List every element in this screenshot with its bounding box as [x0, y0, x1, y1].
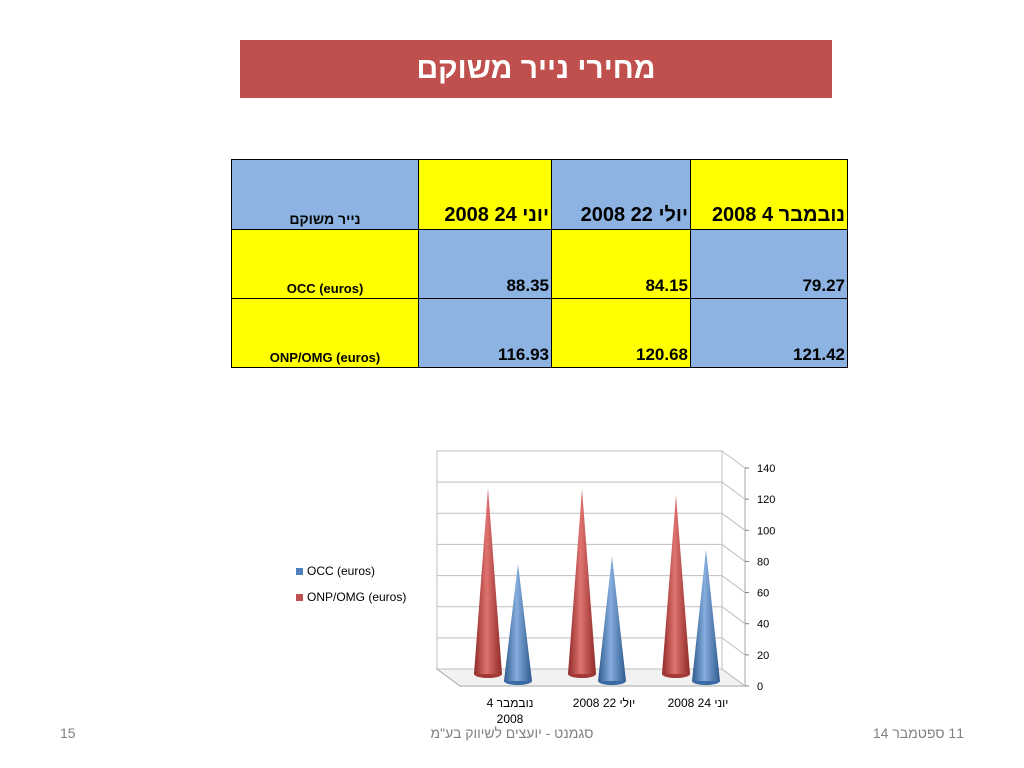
- category-line: נובמבר 4: [487, 696, 534, 710]
- y-tick-label: 40: [757, 619, 769, 631]
- y-axis-ticks: 0 20 40 60 80 100 120 140: [745, 463, 775, 693]
- table-cell: 79.27: [690, 229, 848, 299]
- onp-cone: [568, 489, 596, 674]
- row-label: OCC (euros): [231, 229, 419, 299]
- x-category-label: נובמבר 4 2008: [487, 696, 534, 726]
- onp-cone: [662, 494, 690, 674]
- grid-line: [437, 450, 746, 469]
- table-header-row: נייר משוקם יוני 24 2008 יולי 22 2008 נוב…: [231, 159, 848, 230]
- row-label: ONP/OMG (euros): [231, 298, 419, 368]
- grid-line: [437, 668, 746, 687]
- grid-line: [437, 575, 746, 593]
- occ-cone: [692, 549, 720, 681]
- onp-cone: [474, 487, 502, 674]
- legend-swatch: [296, 568, 303, 575]
- chart-legend: OCC (euros) ONP/OMG (euros): [296, 564, 406, 604]
- grid-line: [437, 606, 746, 625]
- y-tick-label: 0: [757, 681, 763, 693]
- x-axis-categories: נובמבר 4 2008 יולי 22 2008 יוני 24 2008: [487, 696, 729, 726]
- table-row: OCC (euros) 88.35 84.15 79.27: [231, 229, 848, 299]
- y-tick-label: 80: [757, 556, 769, 568]
- grid-line: [437, 512, 746, 531]
- legend-label: OCC (euros): [307, 564, 375, 578]
- occ-cone: [504, 563, 532, 681]
- header-cell: יוני 24 2008: [418, 159, 552, 230]
- legend-label: ONP/OMG (euros): [307, 590, 406, 604]
- footer-company: סגמנט - יועצים לשיווק בע"מ: [430, 725, 594, 741]
- footer-date: 11 ספטמבר 14: [872, 725, 964, 741]
- cone-series: [474, 487, 720, 685]
- table-cell: 116.93: [418, 298, 552, 368]
- header-cell: נובמבר 4 2008: [690, 159, 848, 230]
- y-tick-label: 100: [757, 525, 775, 537]
- cone-chart: 0 20 40 60 80 100 120 140 נובמבר 4 2008 יולי 22 2…: [287, 447, 776, 735]
- table-cell: 88.35: [418, 229, 552, 299]
- grid-line: [437, 637, 746, 656]
- grid-line: [437, 543, 746, 562]
- price-table: נייר משוקם יוני 24 2008 יולי 22 2008 נוב…: [231, 159, 848, 368]
- header-cell: יולי 22 2008: [551, 159, 691, 230]
- slide-title: מחירי נייר משוקם: [240, 40, 832, 98]
- x-category-label: יוני 24 2008: [668, 696, 729, 710]
- grid-line: [437, 481, 746, 500]
- header-cell: נייר משוקם: [231, 159, 419, 230]
- table-cell: 84.15: [551, 229, 691, 299]
- legend-swatch: [296, 594, 303, 601]
- y-tick-label: 140: [757, 463, 775, 475]
- x-category-label: יולי 22 2008: [573, 696, 635, 710]
- table-cell: 120.68: [551, 298, 691, 368]
- category-line: 2008: [497, 712, 524, 726]
- table-cell: 121.42: [690, 298, 848, 368]
- y-tick-label: 20: [757, 650, 769, 662]
- occ-cone: [598, 555, 626, 681]
- chart-canvas: 0 20 40 60 80 100 120 140 נובמבר 4 2008 יולי 22 2…: [296, 450, 775, 726]
- table-row: ONP/OMG (euros) 116.93 120.68 121.42: [231, 298, 848, 368]
- page-number: 15: [60, 725, 76, 741]
- y-tick-label: 120: [757, 494, 775, 506]
- y-tick-label: 60: [757, 588, 769, 600]
